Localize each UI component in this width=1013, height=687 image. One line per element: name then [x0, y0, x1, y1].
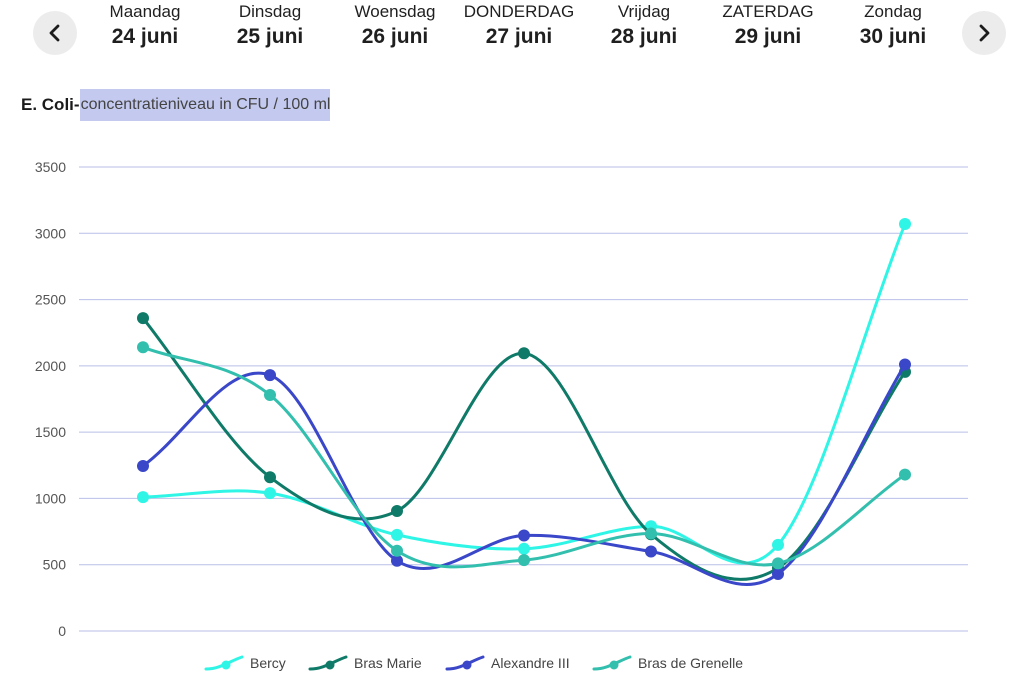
data-point	[264, 471, 276, 484]
day-name: ZATERDAG	[722, 2, 814, 21]
data-point	[391, 544, 403, 557]
legend-marker	[325, 660, 335, 670]
day-name: Maandag	[109, 2, 181, 21]
series-bras-de-grenelle	[137, 341, 911, 570]
legend-item: Alexandre III	[445, 655, 570, 671]
data-point	[518, 529, 530, 542]
data-point	[391, 554, 403, 567]
day-date: 29 juni	[734, 25, 802, 48]
data-point	[899, 468, 911, 481]
day-tab-tuesday[interactable]: Dinsdag 25 juni	[205, 0, 335, 51]
data-point	[137, 459, 149, 472]
data-point	[137, 491, 149, 504]
y-tick-label: 2500	[35, 292, 66, 308]
data-point	[899, 358, 911, 371]
legend-marker	[462, 660, 472, 670]
chevron-right-icon	[979, 24, 990, 42]
day-date: 27 juni	[485, 25, 553, 48]
y-tick-label: 1000	[35, 490, 66, 506]
day-tab-monday[interactable]: Maandag 24 juni	[80, 0, 210, 51]
data-point	[899, 218, 911, 231]
day-name: Dinsdag	[238, 2, 302, 21]
data-point	[264, 369, 276, 382]
data-point	[518, 554, 530, 567]
data-point	[645, 527, 657, 540]
day-name: Zondag	[864, 2, 922, 21]
data-point	[264, 487, 276, 500]
chart-title-unit: concentratieniveau in CFU / 100 ml	[79, 89, 331, 121]
chart-title: E. Coli- concentratieniveau in CFU / 100…	[21, 89, 331, 121]
data-point	[391, 505, 403, 518]
day-tab-sunday[interactable]: Zondag 30 juni	[828, 0, 958, 51]
day-date: 25 juni	[236, 25, 304, 48]
data-point	[772, 567, 784, 580]
y-tick-label: 3500	[35, 159, 66, 175]
day-tab-thursday[interactable]: DONDERDAG 27 juni	[454, 0, 584, 51]
day-date: 30 juni	[859, 25, 927, 48]
day-name: Vrijdag	[617, 2, 671, 21]
day-name: Woensdag	[354, 2, 436, 21]
data-point	[645, 545, 657, 558]
legend: Bercy Bras Marie Alexandre III Bras de Gren…	[204, 655, 743, 671]
y-tick-label: 0	[58, 623, 66, 639]
day-tab-wednesday[interactable]: Woensdag 26 juni	[330, 0, 460, 51]
data-point	[137, 341, 149, 354]
day-date: 28 juni	[610, 25, 678, 48]
y-tick-label: 3000	[35, 225, 66, 241]
day-name: DONDERDAG	[463, 2, 575, 21]
day-date: 26 juni	[361, 25, 429, 48]
grid: 0 500 1000 1500 2000 2500 3000 3500	[35, 159, 968, 639]
next-week-button[interactable]	[962, 11, 1006, 55]
series-bercy	[137, 218, 911, 565]
legend-item: Bras Marie	[308, 655, 422, 671]
legend-marker	[221, 660, 231, 670]
legend-item: Bercy	[204, 655, 286, 671]
series-line	[141, 222, 907, 565]
data-point	[264, 389, 276, 402]
data-point	[518, 347, 530, 360]
chevron-left-icon	[49, 24, 60, 42]
data-point	[772, 538, 784, 551]
data-point	[137, 312, 149, 325]
legend-item: Bras de Grenelle	[592, 655, 743, 671]
data-point	[391, 528, 403, 541]
y-tick-label: 2000	[35, 358, 66, 374]
day-tab-friday[interactable]: Vrijdag 28 juni	[579, 0, 709, 51]
series-alexandre-iii	[137, 358, 911, 586]
legend-label: Bras de Grenelle	[638, 655, 743, 671]
chart-title-main: E. Coli-	[21, 95, 80, 114]
legend-marker	[609, 660, 619, 670]
day-date: 24 juni	[111, 25, 179, 48]
data-point	[518, 542, 530, 555]
legend-label: Alexandre III	[491, 655, 570, 671]
day-tab-saturday[interactable]: ZATERDAG 29 juni	[703, 0, 833, 51]
y-tick-label: 500	[43, 557, 67, 573]
legend-label: Bercy	[250, 655, 286, 671]
legend-label: Bras Marie	[354, 655, 422, 671]
data-point	[772, 557, 784, 570]
prev-week-button[interactable]	[33, 11, 77, 55]
y-tick-label: 1500	[35, 424, 66, 440]
